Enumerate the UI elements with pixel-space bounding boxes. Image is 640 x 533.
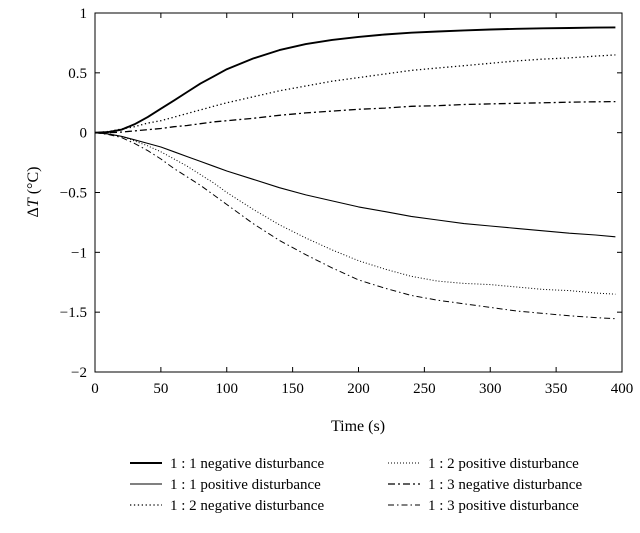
y-tick-label: −1.5 (60, 305, 87, 321)
y-tick-label: 1 (80, 6, 88, 22)
legend-item: 1 : 2 negative disturbance (130, 498, 324, 514)
legend-item: 1 : 3 negative disturbance (388, 477, 582, 493)
legend-item: 1 : 3 positive disturbance (388, 498, 579, 514)
series-line-2 (94, 132, 616, 238)
x-tick-label: 50 (153, 381, 168, 397)
series-line-3 (94, 54, 616, 134)
legend-item: 1 : 1 positive disturbance (130, 477, 321, 493)
x-axis-label: Time (s) (331, 418, 385, 435)
series-line-6 (94, 132, 616, 320)
x-tick-label: 200 (347, 381, 370, 397)
y-axis-label-unit: (°C) (25, 167, 42, 199)
legend: 1 : 1 negative disturbance 1 : 2 positive… (130, 456, 582, 514)
y-tick-label: −2 (71, 365, 87, 381)
x-tick-label: 100 (216, 381, 239, 397)
legend-label: 1 : 1 negative disturbance (170, 456, 324, 472)
legend-label: 1 : 3 negative disturbance (428, 477, 582, 493)
y-axis-label-var: T (25, 197, 42, 207)
x-axis-ticks: 0 50 100 150 200 250 300 350 400 (91, 13, 633, 397)
y-tick-label: 0.5 (68, 66, 87, 82)
series-line-1 (94, 26, 616, 134)
plot-frame (94, 12, 623, 373)
legend-label: 1 : 3 positive disturbance (428, 498, 579, 514)
y-tick-label: −0.5 (60, 186, 87, 202)
x-tick-label: 350 (545, 381, 568, 397)
legend-item: 1 : 1 negative disturbance (130, 456, 324, 472)
x-tick-label: 400 (611, 381, 634, 397)
legend-label: 1 : 2 positive disturbance (428, 456, 579, 472)
y-axis-label: ΔT (°C) (25, 167, 42, 218)
y-axis-ticks: 1 0.5 0 −0.5 −1 −1.5 −2 (60, 6, 622, 381)
series-line-5 (95, 100, 616, 134)
series-line-4 (94, 132, 616, 295)
legend-label: 1 : 2 negative disturbance (170, 498, 324, 514)
x-tick-label: 0 (91, 381, 99, 397)
x-tick-label: 250 (413, 381, 436, 397)
y-tick-label: 0 (80, 126, 88, 142)
y-axis-label-prefix: Δ (25, 207, 42, 217)
series-lines (94, 26, 616, 320)
legend-item: 1 : 2 positive disturbance (388, 456, 579, 472)
x-tick-label: 300 (479, 381, 502, 397)
x-tick-label: 150 (281, 381, 304, 397)
y-tick-label: −1 (71, 245, 87, 261)
legend-label: 1 : 1 positive disturbance (170, 477, 321, 493)
